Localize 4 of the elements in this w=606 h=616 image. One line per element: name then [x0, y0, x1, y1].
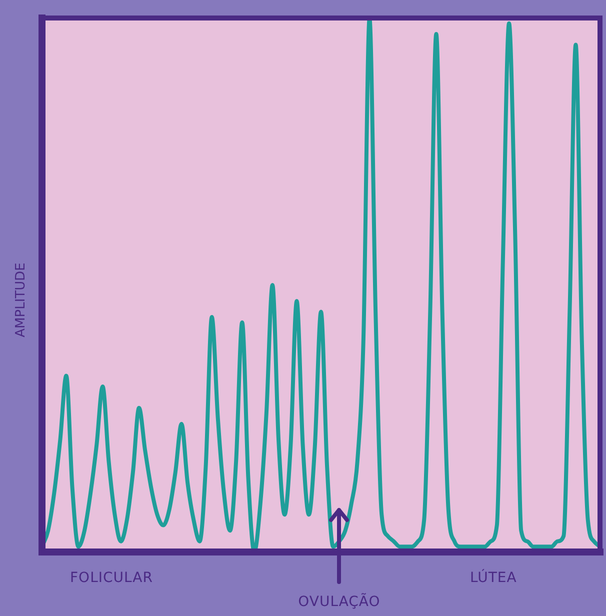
y-axis-title: AMPLITUDE: [14, 262, 28, 338]
text: LÚTEA: [470, 570, 517, 586]
text: OVULAÇÃO: [297, 594, 382, 610]
text: FOLICULAR: [70, 570, 153, 586]
